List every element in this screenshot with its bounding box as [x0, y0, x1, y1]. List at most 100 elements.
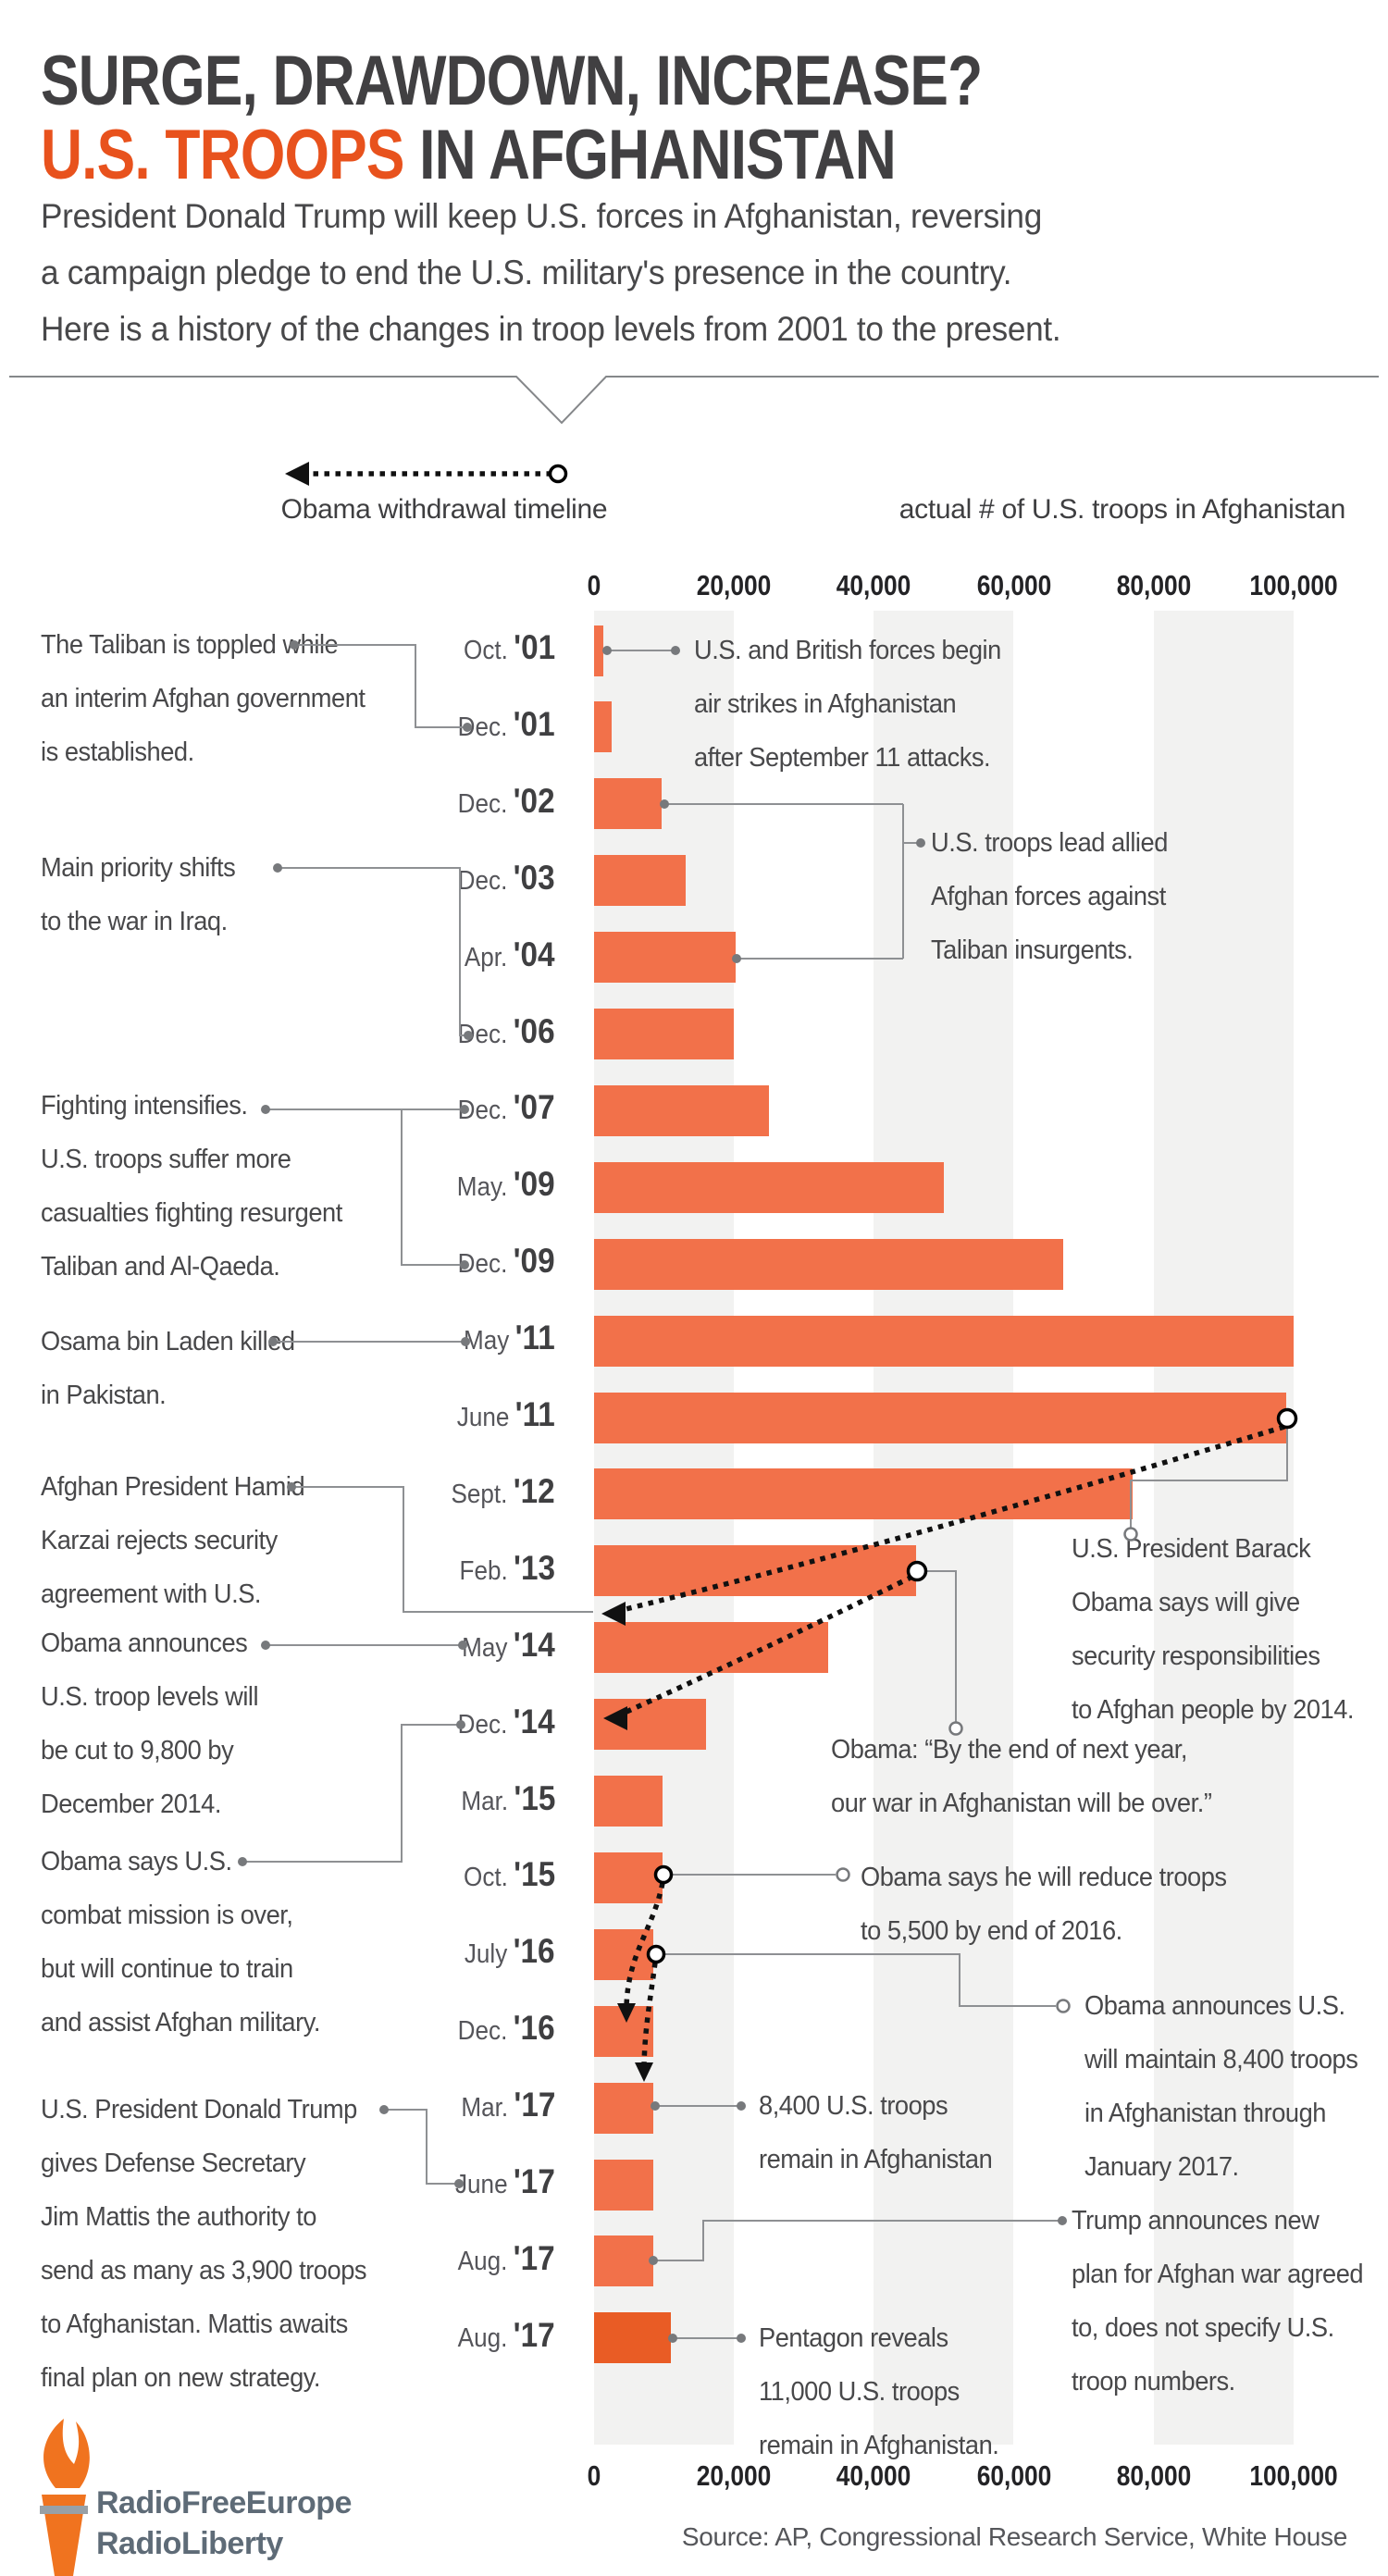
annotation-line: 8,400 U.S. troops	[759, 2091, 948, 2121]
legend-actual-label: actual # of U.S. troops in Afghanistan	[898, 494, 1346, 525]
date-month: Mar.	[460, 1786, 508, 1816]
date-month: Oct.	[463, 636, 508, 665]
date-year: '09	[514, 1242, 555, 1281]
date-month: May.	[457, 1172, 508, 1203]
date-label: May '14	[462, 1626, 555, 1666]
annotation-maintain-8400: Obama announces U.S. will maintain 8,400 …	[1084, 1979, 1358, 2194]
date-year: '16	[514, 2009, 555, 2048]
annotation-line: casualties fighting resurgent	[41, 1198, 342, 1228]
annotation-iraq-priority: Main priority shifts to the war in Iraq.	[41, 841, 236, 948]
date-year: '15	[514, 1778, 555, 1817]
annotation-line: U.S. President Donald Trump	[41, 2095, 357, 2124]
annotation-line: is established.	[41, 737, 194, 767]
bar-Aug-17	[594, 2235, 653, 2287]
page-title: SURGE, DRAWDOWN, INCREASE? U.S. TROOPS I…	[41, 44, 983, 192]
annotation-line: but will continue to train	[41, 1954, 293, 1984]
date-label: May '11	[464, 1319, 555, 1359]
annotation-line: to Afghanistan. Mattis awaits	[41, 2310, 348, 2339]
annotation-line: U.S. troop levels will	[41, 1682, 259, 1712]
date-year: '16	[514, 1932, 555, 1971]
annotation-cut-9800: Obama announces U.S. troop levels will be …	[41, 1616, 259, 1831]
annotation-trump-plan: Trump announces new plan for Afghan war a…	[1072, 2194, 1364, 2409]
bar-Dec-01	[594, 701, 612, 753]
annotation-line: The Taliban is toppled while	[41, 630, 339, 660]
annotation-line: Jim Mattis the authority to	[41, 2202, 316, 2232]
date-year: '07	[514, 1088, 555, 1127]
axis-tick-40000: 40,000	[837, 569, 911, 601]
date-year: '01	[514, 628, 555, 666]
annotation-line: our war in Afghanistan will be over.”	[831, 1789, 1212, 1818]
intro-line: a campaign pledge to end the U.S. milita…	[41, 254, 1012, 291]
bar-Dec-06	[594, 1009, 735, 1059]
annotation-pentagon-11000: Pentagon reveals 11,000 U.S. troops remain…	[759, 2311, 999, 2472]
date-month: Aug.	[458, 2322, 508, 2353]
annotation-line: U.S. and British forces begin	[694, 636, 1001, 665]
annotation-remain-8400: 8,400 U.S. troops remain in Afghanistan	[759, 2079, 993, 2186]
annotation-war-over-quote: Obama: “By the end of next year, our war …	[831, 1723, 1212, 1830]
annotation-line: send as many as 3,900 troops	[41, 2256, 367, 2285]
annotation-air-strikes: U.S. and British forces begin air strikes…	[694, 624, 1001, 785]
axis-tick-0: 0	[587, 2459, 601, 2492]
intro-line: President Donald Trump will keep U.S. fo…	[41, 197, 1042, 235]
legend-withdrawal-label: Obama withdrawal timeline	[280, 494, 608, 525]
bar-June-11	[594, 1392, 1287, 1443]
date-label: Dec. '14	[458, 1703, 555, 1743]
withdrawal-timeline-dotted	[305, 471, 1285, 2066]
date-label: June '17	[455, 2162, 555, 2203]
grid-band	[874, 611, 1014, 2445]
bar-Aug-17	[594, 2312, 672, 2364]
date-label: Dec. '16	[458, 2009, 555, 2050]
annotation-line: Pentagon reveals	[759, 2323, 948, 2353]
date-label: July '16	[465, 1932, 555, 1973]
annotation-line: Afghan forces against	[931, 882, 1166, 911]
open-connector-circles	[836, 1527, 1138, 2013]
annotation-line: troop numbers.	[1072, 2367, 1235, 2396]
date-month: June	[456, 1403, 510, 1432]
date-label: May. '09	[457, 1165, 555, 1206]
date-label: Apr. '04	[465, 935, 555, 976]
date-year: '09	[514, 1165, 555, 1204]
annotation-line: Trump announces new	[1072, 2206, 1320, 2235]
bar-Sept-12	[594, 1468, 1134, 1520]
date-month: May	[464, 1326, 510, 1356]
timeline-arrowheads	[285, 462, 653, 2082]
axis-tick-40000: 40,000	[837, 2459, 911, 2492]
source-credit: Source: AP, Congressional Research Servi…	[681, 2522, 1347, 2551]
date-year: '14	[514, 1625, 555, 1664]
annotation-line: Taliban and Al-Qaeda.	[41, 1252, 280, 1282]
bar-May-09	[594, 1161, 944, 1213]
annotation-line: Obama announces	[41, 1629, 248, 1658]
axis-tick-80000: 80,000	[1116, 2459, 1192, 2492]
date-year: '15	[514, 1855, 555, 1894]
date-month: Dec.	[458, 865, 508, 896]
annotation-line: Obama says will give	[1072, 1588, 1300, 1617]
annotation-line: remain in Afghanistan	[759, 2145, 993, 2174]
annotation-line: after September 11 attacks.	[694, 743, 991, 773]
date-month: Aug.	[458, 2246, 508, 2276]
date-label: Feb. '13	[460, 1549, 556, 1590]
annotation-line: be cut to 9,800 by	[41, 1736, 234, 1765]
axis-tick-100000: 100,000	[1249, 2459, 1338, 2492]
annotation-line: Main priority shifts	[41, 853, 236, 883]
annotation-lead-allied: U.S. troops lead allied Afghan forces aga…	[931, 816, 1168, 977]
bar-Dec-07	[594, 1084, 769, 1136]
annotation-line: an interim Afghan government	[41, 684, 366, 713]
rfe-rl-logo-torch	[40, 2419, 90, 2576]
annotation-reduce-5500: Obama says he will reduce troops to 5,500…	[861, 1851, 1227, 1958]
date-year: '11	[514, 1395, 555, 1433]
date-month: Dec.	[458, 788, 508, 819]
header-divider	[9, 376, 1379, 425]
bar-Oct-01	[594, 625, 603, 676]
date-month: Apr.	[465, 942, 508, 972]
annotation-line: in Pakistan.	[41, 1381, 167, 1410]
axis-tick-20000: 20,000	[696, 569, 772, 601]
annotation-fighting-intensifies: Fighting intensifies. U.S. troops suffer …	[41, 1079, 342, 1294]
annotation-line: agreement with U.S.	[41, 1579, 262, 1609]
axis-tick-20000: 20,000	[696, 2459, 772, 2492]
bar-Feb-13	[594, 1545, 916, 1597]
annotation-bin-laden: Osama bin Laden killed in Pakistan.	[41, 1315, 295, 1422]
axis-tick-0: 0	[587, 569, 601, 601]
date-month: Sept.	[451, 1479, 508, 1509]
annotation-line: Afghan President Hamid	[41, 1472, 305, 1502]
